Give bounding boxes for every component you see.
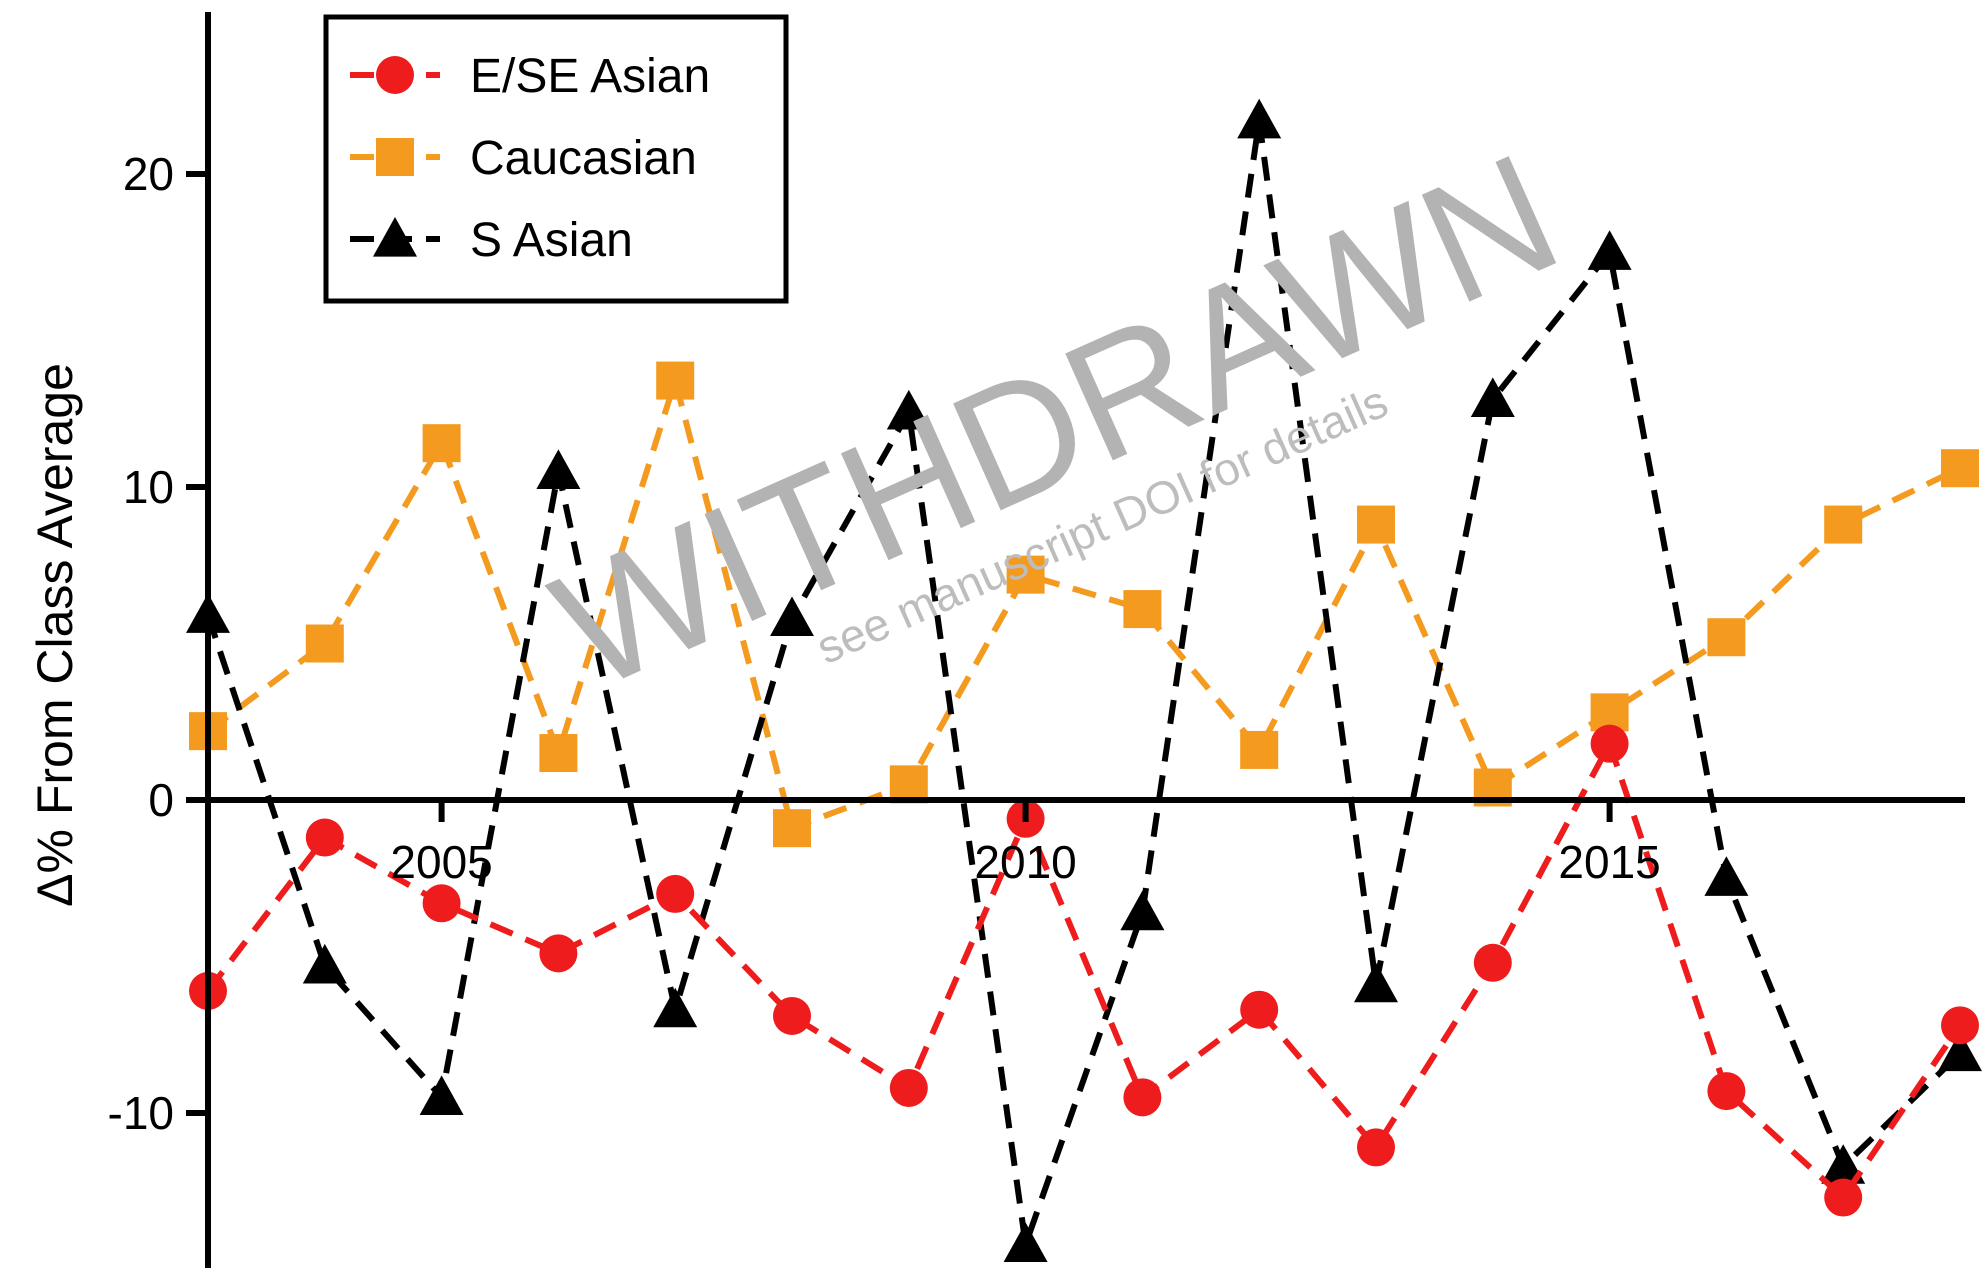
data-point <box>1707 618 1746 657</box>
series-layer <box>186 98 1982 1263</box>
data-point <box>1354 962 1398 1003</box>
data-point <box>773 809 811 848</box>
data-point <box>1590 724 1629 763</box>
series-line <box>206 369 1962 833</box>
legend-marker <box>376 56 414 94</box>
data-point <box>1707 1072 1746 1111</box>
data-point <box>1240 990 1279 1029</box>
legend-label: E/SE Asian <box>470 50 710 103</box>
data-point <box>1357 505 1395 544</box>
data-point <box>422 884 461 923</box>
data-point <box>656 361 695 400</box>
data-point <box>1006 555 1045 594</box>
data-point <box>1473 943 1512 982</box>
x-tick-label: 2015 <box>1558 836 1660 888</box>
series-line <box>205 120 1963 1246</box>
data-point <box>1941 1006 1979 1045</box>
x-tick-label: 2010 <box>974 836 1076 888</box>
data-point <box>422 424 461 463</box>
data-point <box>1003 1222 1048 1263</box>
data-point <box>1240 730 1279 769</box>
data-point <box>1824 505 1863 544</box>
data-point <box>1120 890 1165 931</box>
data-point <box>886 389 931 430</box>
data-point <box>773 996 811 1035</box>
x-tick-label: 2005 <box>390 836 492 888</box>
legend-marker <box>376 138 414 176</box>
data-point <box>1941 449 1979 488</box>
legend: E/SE Asian Caucasian S Asian <box>323 14 789 304</box>
legend-marker <box>373 217 417 257</box>
legend-label: S Asian <box>470 214 633 267</box>
ticks: -10 0 10 20 2005 2010 2015 <box>108 148 1661 1139</box>
data-point <box>770 596 814 637</box>
data-point <box>1704 856 1749 896</box>
data-point <box>1123 590 1162 629</box>
data-point <box>653 987 698 1028</box>
y-tick-label: 0 <box>148 774 174 826</box>
data-point <box>536 449 581 489</box>
data-point <box>1357 1128 1395 1167</box>
y-tick-label: 20 <box>123 148 174 200</box>
data-point <box>305 624 344 663</box>
data-point <box>539 734 578 773</box>
data-point <box>419 1075 464 1115</box>
axes <box>205 12 1965 1268</box>
data-point <box>1821 1144 1866 1184</box>
data-point <box>1237 98 1282 139</box>
y-tick-label: 10 <box>123 461 174 513</box>
series-line <box>205 736 1963 1203</box>
data-point <box>1587 230 1632 270</box>
data-point <box>1470 377 1515 417</box>
data-point <box>1123 1078 1162 1117</box>
y-tick-label: -10 <box>108 1087 174 1139</box>
data-point <box>539 934 578 973</box>
data-point <box>305 818 344 857</box>
y-axis-title: Δ% From Class Average <box>27 363 83 907</box>
series-s-asian <box>186 98 1982 1263</box>
data-point <box>302 943 347 984</box>
data-point <box>656 874 695 913</box>
series-e-se-asian <box>189 724 1979 1217</box>
data-point <box>1824 1178 1863 1217</box>
data-point <box>1938 1031 1982 1072</box>
legend-label: Caucasian <box>470 132 697 185</box>
data-point <box>889 1068 928 1107</box>
